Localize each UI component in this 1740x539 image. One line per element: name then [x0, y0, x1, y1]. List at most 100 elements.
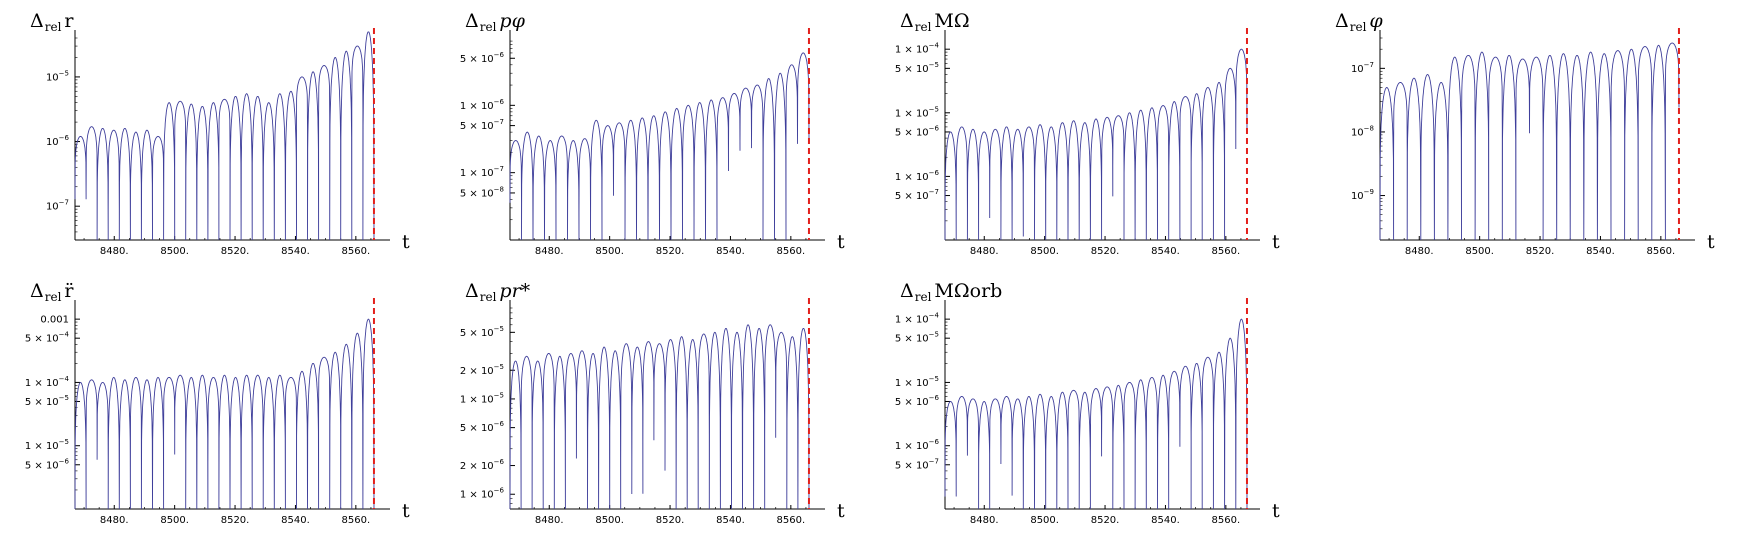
y-tick-exponent: −6 — [929, 169, 940, 177]
chart-svg: 8480. 8500. 8520. 8540. 8560.1 × 10−62 × 10−… — [460, 298, 845, 526]
panel-delta-r-ddot: Δrel r̈ 8480. 8500. 8520. 8540. 8560. 5 × 10−6 1… — [0, 270, 435, 539]
y-tick-exponent: −7 — [494, 118, 504, 126]
panel-delta-r: Δrel r 8480. 8500. 8520. 8540. 8560. 10−7 10−6 10… — [0, 0, 435, 270]
y-tick-label: 5 × 10−7 — [895, 457, 939, 471]
x-tick-label: 8500. — [1030, 246, 1059, 257]
x-tick-label: 8540. — [1586, 246, 1615, 257]
y-tick-exponent: −6 — [494, 458, 505, 466]
y-tick-mantissa: 5 × 10 — [25, 460, 59, 471]
title-rel-subscript: rel — [479, 290, 497, 304]
series-line — [509, 52, 810, 241]
y-tick-mantissa: 10 — [1351, 64, 1364, 75]
x-tick-label: 8520. — [1091, 515, 1120, 526]
x-tick-label: 8520. — [1091, 246, 1120, 257]
y-tick-mantissa: 10 — [1351, 191, 1364, 202]
series-line — [944, 318, 1248, 510]
panel-title: Δrel MΩ — [900, 10, 970, 34]
y-tick-exponent: −4 — [929, 42, 940, 50]
y-tick-label: 1 × 10−4 — [895, 42, 940, 56]
y-tick-exponent: −5 — [494, 363, 504, 371]
title-delta: Δ — [465, 10, 479, 32]
x-tick-label: 8520. — [656, 246, 685, 257]
y-tick-label: 1 × 10−5 — [25, 438, 69, 452]
title-rel-subscript: rel — [1349, 20, 1367, 34]
chart-svg: 8480. 8500. 8520. 8540. 8560.10−710−610−5t — [46, 28, 410, 257]
y-tick-mantissa: 1 × 10 — [895, 108, 929, 119]
y-tick-mantissa: 10 — [46, 137, 59, 148]
y-tick-exponent: −6 — [929, 394, 940, 402]
x-tick-label: 8540. — [281, 246, 310, 257]
title-quantity: φ — [1369, 10, 1383, 32]
panel-title: Δrel pr* — [465, 280, 530, 304]
x-axis-label: t — [837, 231, 845, 253]
panel-delta-m-omega-orb: Δrel MΩorb 8480. 8500. 8520. 8540. 8560. 5 × 10… — [870, 270, 1305, 539]
title-rel-subscript: rel — [914, 290, 932, 304]
x-tick-label: 8540. — [1151, 246, 1180, 257]
x-tick-label: 8500. — [1465, 246, 1494, 257]
chart-svg: 8480. 8500. 8520. 8540. 8560.5 × 10−61 × 10−… — [25, 298, 410, 526]
y-tick-mantissa: 10 — [1351, 127, 1364, 138]
title-delta: Δ — [900, 10, 914, 32]
series-line — [1379, 42, 1680, 241]
y-tick-exponent: −5 — [59, 438, 69, 446]
x-axis-label: t — [837, 500, 845, 522]
x-tick-label: 8500. — [160, 246, 189, 257]
y-tick-mantissa: 5 × 10 — [895, 397, 929, 408]
y-tick-exponent: −5 — [59, 69, 69, 77]
title-quantity: pφ — [499, 10, 525, 32]
title-delta: Δ — [30, 10, 44, 32]
series-line — [944, 48, 1248, 241]
y-tick-mantissa: 1 × 10 — [460, 490, 494, 501]
y-tick-label: 5 × 10−6 — [25, 457, 70, 471]
title-delta: Δ — [900, 280, 914, 302]
y-tick-exponent: −5 — [929, 61, 939, 69]
x-axis-label: t — [402, 231, 410, 253]
series-line — [74, 318, 375, 510]
y-tick-label: 5 × 10−6 — [895, 124, 940, 138]
y-tick-label: 5 × 10−7 — [460, 118, 504, 132]
x-tick-label: 8560. — [777, 515, 806, 526]
y-tick-label: 10−7 — [1351, 61, 1374, 75]
y-tick-mantissa: 1 × 10 — [25, 378, 59, 389]
y-tick-label: 5 × 10−5 — [25, 394, 69, 408]
y-tick-label: 5 × 10−5 — [460, 325, 504, 339]
y-tick-exponent: −4 — [59, 375, 70, 383]
y-tick-mantissa: 2 × 10 — [460, 461, 494, 472]
y-tick-exponent: −6 — [494, 98, 505, 106]
title-rel-subscript: rel — [44, 20, 62, 34]
y-tick-label: 1 × 10−7 — [460, 165, 504, 179]
y-tick-exponent: −7 — [929, 457, 939, 465]
x-tick-label: 8560. — [342, 515, 371, 526]
chart-svg: 8480. 8500. 8520. 8540. 8560.5 × 10−71 × 10−… — [895, 28, 1280, 257]
y-tick-exponent: −6 — [59, 457, 70, 465]
y-tick-mantissa: 5 × 10 — [460, 54, 494, 65]
y-tick-label: 5 × 10−4 — [25, 331, 70, 345]
title-quantity: pr* — [499, 280, 531, 302]
y-tick-mantissa: 10 — [46, 72, 59, 83]
y-tick-label: 10−7 — [46, 199, 69, 213]
y-tick-label: 10−5 — [46, 69, 69, 83]
title-quantity: MΩorb — [934, 280, 1003, 302]
y-tick-label: 5 × 10−5 — [895, 61, 939, 75]
series-line — [509, 324, 810, 510]
y-tick-exponent: −5 — [929, 375, 939, 383]
y-tick-mantissa: 5 × 10 — [460, 188, 494, 199]
y-tick-mantissa: 1 × 10 — [460, 394, 494, 405]
x-tick-label: 8560. — [1212, 246, 1241, 257]
y-tick-exponent: −4 — [59, 331, 70, 339]
y-tick-mantissa: 5 × 10 — [460, 423, 494, 434]
y-tick-mantissa: 5 × 10 — [895, 64, 929, 75]
y-tick-exponent: −6 — [59, 134, 70, 142]
panel-title: Δrel φ — [1335, 10, 1383, 34]
y-tick-label: 10−6 — [46, 134, 70, 148]
y-tick-exponent: −7 — [1364, 61, 1374, 69]
x-axis-label: t — [1707, 231, 1715, 253]
title-delta: Δ — [465, 280, 479, 302]
panel-delta-p-r-star: Δrel pr* 8480. 8500. 8520. 8540. 8560. 1 × 10−6… — [435, 270, 870, 539]
x-tick-label: 8480. — [970, 515, 999, 526]
y-tick-mantissa: 5 × 10 — [25, 334, 59, 345]
y-tick-label: 1 × 10−5 — [895, 105, 939, 119]
x-tick-label: 8520. — [221, 515, 250, 526]
y-tick-exponent: −8 — [1364, 124, 1374, 132]
y-tick-label: 1 × 10−4 — [25, 375, 70, 389]
